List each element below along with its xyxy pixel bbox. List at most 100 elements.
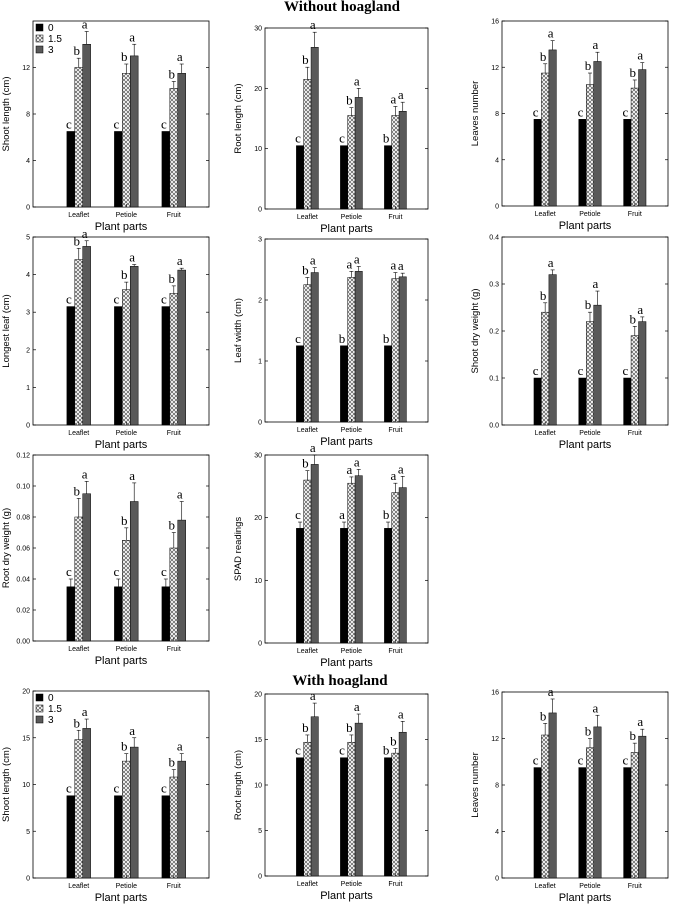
bar bbox=[122, 289, 131, 426]
y-axis-label: Leaf width (cm) bbox=[233, 298, 244, 363]
significance-letter: c bbox=[339, 131, 345, 146]
significance-letter: a bbox=[177, 487, 183, 502]
bar bbox=[74, 67, 83, 208]
bar bbox=[169, 776, 179, 879]
significance-letter: b bbox=[383, 743, 390, 758]
significance-letter: a bbox=[177, 49, 183, 64]
significance-letter: c bbox=[533, 753, 539, 768]
y-tick-label: 2 bbox=[26, 347, 30, 354]
significance-letter: c bbox=[161, 292, 167, 307]
y-tick-label: 0.06 bbox=[16, 546, 30, 553]
bar bbox=[169, 547, 179, 642]
significance-letter: b bbox=[585, 58, 592, 73]
y-tick-label: 15 bbox=[254, 737, 262, 744]
bar bbox=[585, 747, 594, 879]
y-tick-label: 1 bbox=[258, 359, 262, 366]
significance-letter: b bbox=[169, 66, 176, 81]
bar bbox=[129, 746, 139, 879]
legend-swatch bbox=[35, 715, 44, 724]
y-axis-label: SPAD readings bbox=[233, 517, 244, 581]
y-tick-label: 0 bbox=[26, 423, 30, 430]
category-label: Leaflet bbox=[297, 881, 318, 888]
legend-label: 3 bbox=[48, 45, 54, 56]
significance-letter: b bbox=[540, 708, 547, 723]
category-label: Leaflet bbox=[68, 646, 89, 653]
significance-letter: a bbox=[354, 454, 360, 469]
bar bbox=[340, 528, 348, 644]
significance-letter: a bbox=[129, 29, 135, 44]
bar bbox=[66, 586, 76, 642]
significance-letter: a bbox=[346, 462, 352, 477]
category-label: Leaflet bbox=[297, 648, 318, 655]
bar bbox=[303, 741, 312, 877]
y-tick-label: 10 bbox=[22, 782, 30, 789]
category-label: Leaflet bbox=[68, 430, 89, 437]
significance-letter: a bbox=[391, 91, 397, 106]
significance-letter: a bbox=[637, 48, 643, 63]
legend-label: 1.5 bbox=[48, 704, 62, 715]
bar bbox=[169, 88, 179, 208]
significance-letter: a bbox=[593, 276, 599, 291]
significance-letter: b bbox=[121, 49, 128, 64]
bar bbox=[391, 492, 400, 644]
bar bbox=[74, 259, 83, 426]
y-axis-label: Shoot length (cm) bbox=[1, 747, 12, 822]
bar bbox=[391, 115, 400, 210]
x-axis-label: Plant parts bbox=[559, 892, 612, 904]
bar bbox=[161, 795, 171, 879]
category-label: Fruit bbox=[167, 430, 181, 437]
y-tick-label: 12 bbox=[22, 65, 30, 72]
significance-letter: a bbox=[398, 258, 404, 273]
significance-letter: c bbox=[161, 564, 167, 579]
bar bbox=[638, 735, 647, 879]
significance-letter: b bbox=[302, 456, 309, 471]
bar bbox=[122, 760, 131, 879]
x-axis-label: Plant parts bbox=[95, 439, 148, 451]
y-tick-label: 10 bbox=[254, 578, 262, 585]
significance-letter: b bbox=[302, 262, 309, 277]
y-tick-label: 0.4 bbox=[489, 235, 499, 242]
bar bbox=[623, 377, 632, 426]
bar bbox=[398, 111, 407, 210]
bar bbox=[74, 739, 83, 879]
significance-letter: b bbox=[390, 734, 397, 749]
bar bbox=[122, 540, 131, 642]
category-label: Leaflet bbox=[68, 883, 89, 890]
x-axis-label: Plant parts bbox=[559, 220, 612, 232]
chart-6: 0.00.10.20.30.4cbaLeafletcbaPetiolecbaFr… bbox=[470, 235, 669, 451]
significance-letter: b bbox=[74, 233, 81, 248]
significance-letter: a bbox=[346, 256, 352, 271]
significance-letter: b bbox=[585, 724, 592, 739]
significance-letter: a bbox=[82, 16, 88, 31]
significance-letter: b bbox=[383, 131, 390, 146]
significance-letter: b bbox=[169, 755, 176, 770]
category-label: Fruit bbox=[628, 430, 642, 437]
bar bbox=[82, 728, 91, 879]
significance-letter: b bbox=[74, 483, 81, 498]
bar bbox=[129, 55, 139, 208]
category-label: Petiole bbox=[579, 883, 601, 890]
category-label: Fruit bbox=[388, 648, 402, 655]
significance-letter: b bbox=[540, 288, 547, 303]
significance-letter: a bbox=[398, 87, 404, 102]
category-label: Petiole bbox=[116, 212, 138, 219]
significance-letter: c bbox=[161, 116, 167, 131]
significance-letter: c bbox=[66, 781, 72, 796]
significance-letter: a bbox=[129, 468, 135, 483]
bar bbox=[340, 345, 348, 423]
bar bbox=[161, 306, 171, 426]
significance-letter: c bbox=[295, 507, 301, 522]
y-tick-label: 3 bbox=[26, 310, 30, 317]
significance-letter: a bbox=[391, 468, 397, 483]
significance-letter: c bbox=[66, 116, 72, 131]
category-label: Petiole bbox=[116, 883, 138, 890]
y-tick-label: 12 bbox=[491, 65, 499, 72]
y-tick-label: 0 bbox=[258, 420, 262, 427]
bar bbox=[74, 516, 83, 642]
bar bbox=[347, 115, 356, 210]
bar bbox=[296, 345, 304, 423]
category-label: Petiole bbox=[116, 430, 138, 437]
y-tick-label: 0 bbox=[258, 874, 262, 881]
significance-letter: a bbox=[177, 739, 183, 754]
category-label: Petiole bbox=[341, 881, 363, 888]
